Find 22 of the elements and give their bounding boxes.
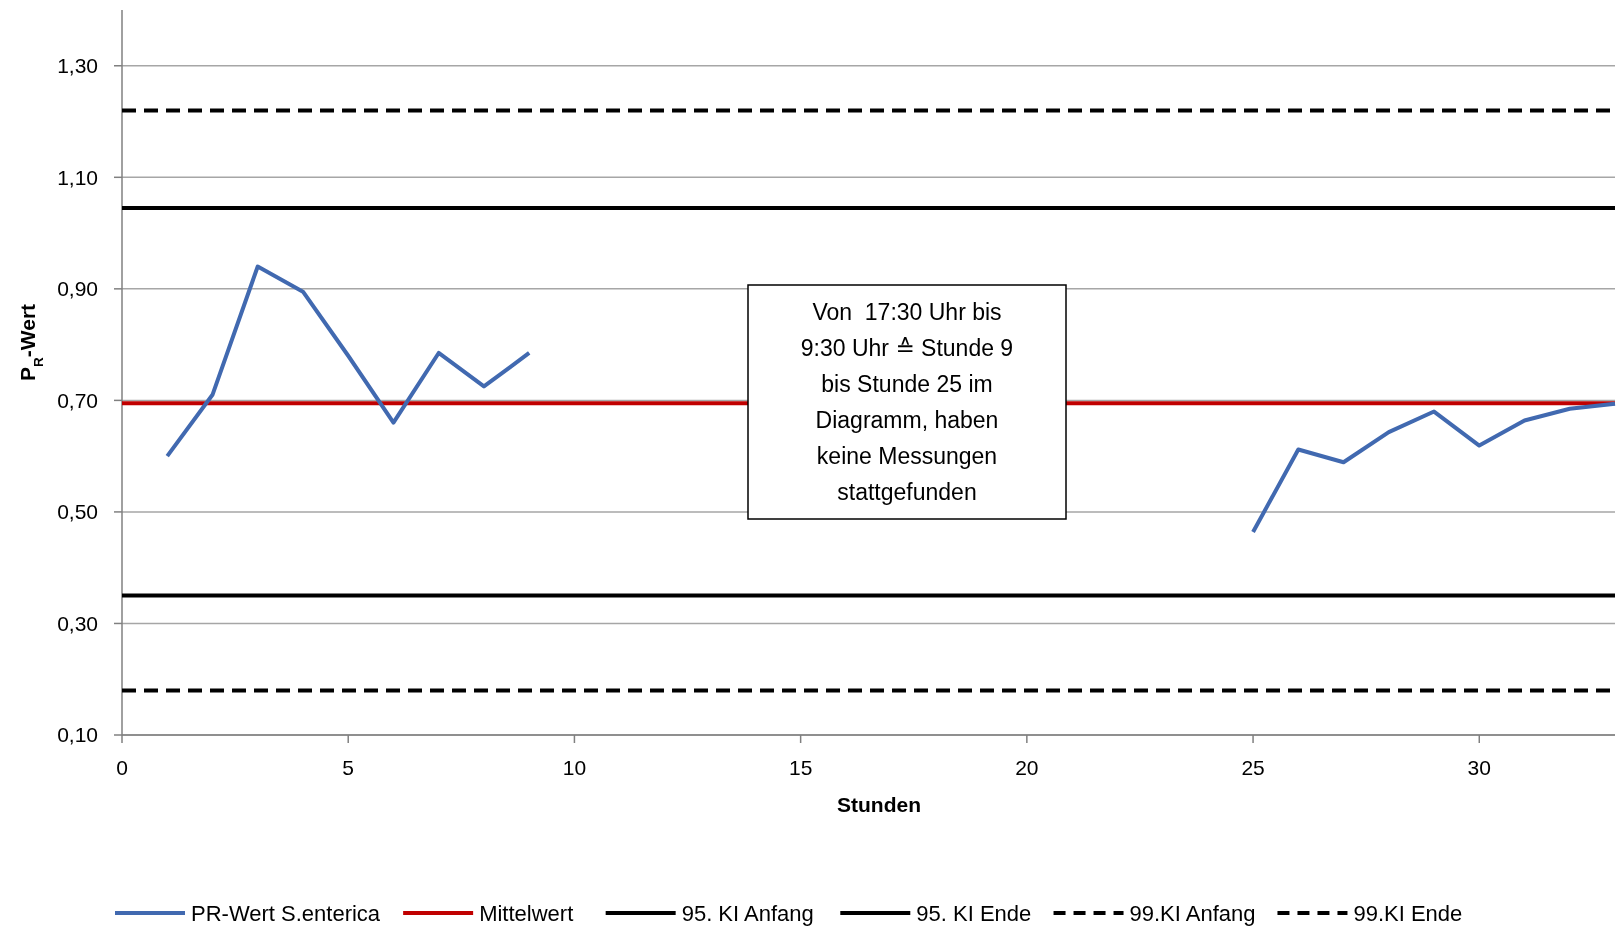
y-tick-label: 0,10: [57, 723, 98, 747]
x-axis-title: Stunden: [837, 793, 921, 816]
y-tick-label: 1,30: [57, 54, 98, 78]
x-tick-label: 15: [788, 756, 813, 779]
legend-label: 95. KI Ende: [916, 900, 1032, 926]
x-tick-label: 20: [1015, 756, 1039, 779]
y-tick-label: 0,70: [57, 388, 98, 412]
legend-label: Mittelwert: [479, 900, 574, 926]
y-tick-label: 1,10: [57, 165, 98, 189]
x-tick-label: 0: [116, 756, 128, 779]
legend-label: 99.KI Anfang: [1129, 900, 1256, 926]
annotation: Von 17:30 Uhr bis 9:30 Uhr ≙ Stunde 9 bis Stunde 25 im Diagramm, haben keine Messungen stattgefunden: [800, 299, 1014, 505]
x-tick-label: 5: [342, 756, 355, 779]
legend-label: PR-Wert S.enterica: [191, 900, 381, 926]
legend-label: 99.KI Ende: [1353, 900, 1463, 926]
y-tick-label: 0,90: [57, 277, 98, 301]
x-tick-label: 30: [1467, 756, 1491, 779]
legend-label: 95. KI Anfang: [681, 900, 814, 926]
y-tick-label: 0,50: [57, 500, 98, 524]
x-tick-label: 25: [1241, 756, 1265, 779]
y-tick-label: 0,30: [57, 611, 98, 635]
x-tick-label: 10: [562, 756, 587, 779]
